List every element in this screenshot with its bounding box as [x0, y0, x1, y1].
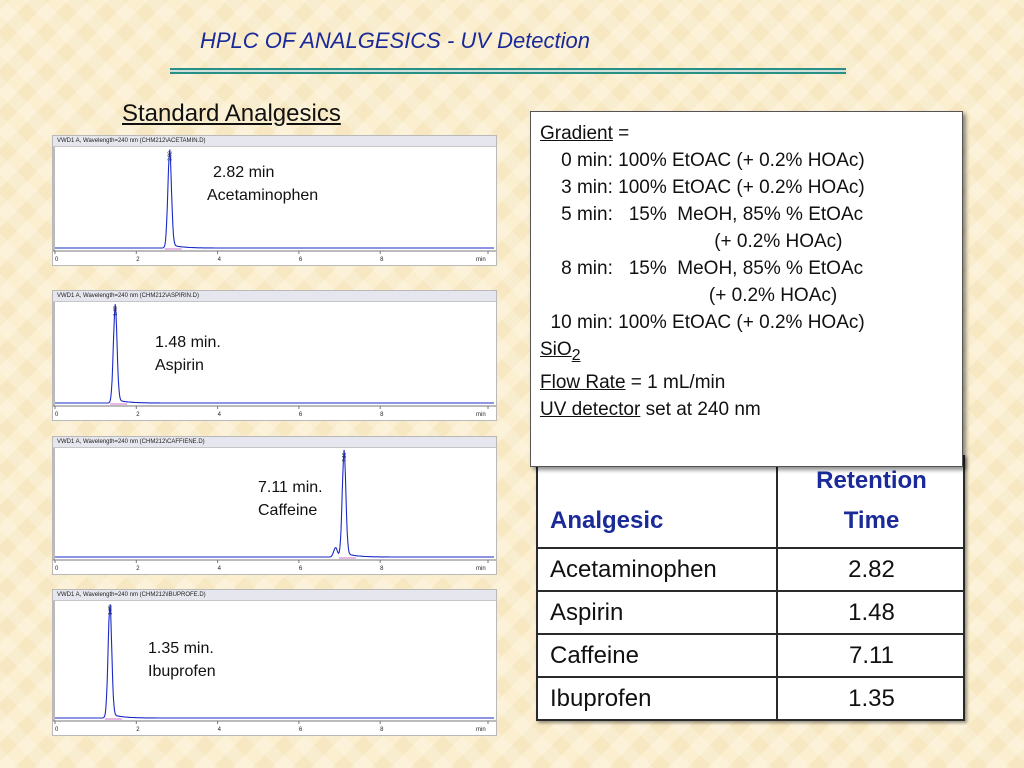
chromatogram-plot: 0 2 4 6 8 min 2.82	[53, 147, 496, 263]
flow-rate: Flow Rate = 1 mL/min	[540, 369, 962, 396]
x-tick-label: 8	[380, 257, 384, 263]
stationary-phase: SiO2	[540, 336, 962, 369]
x-tick-label: 0	[55, 412, 59, 418]
annotation-time: 2.82 min	[213, 164, 275, 181]
chromatogram-trace	[55, 304, 494, 404]
table-row: Ibuprofen 1.35	[536, 676, 965, 721]
x-tick-label: 6	[299, 412, 303, 418]
x-tick-label: 0	[55, 727, 59, 733]
chromatogram-plot: 0 2 4 6 8 min 7.11	[53, 448, 496, 572]
cell-analgesic: Aspirin	[536, 590, 778, 635]
x-tick-label: 0	[55, 257, 59, 263]
x-tick-label: 8	[380, 412, 384, 418]
chromatogram-plot: 0 2 4 6 8 min 1.35	[53, 601, 496, 733]
x-tick-label: 4	[218, 727, 222, 733]
x-tick-label: min	[476, 566, 486, 572]
uv-detector: UV detector set at 240 nm	[540, 396, 962, 423]
gradient-conditions-box: Gradient = 0 min: 100% EtOAC (+ 0.2% HOA…	[530, 111, 963, 467]
annotation-compound: Aspirin	[155, 357, 204, 374]
gradient-label: Gradient	[540, 123, 613, 144]
cell-retention-time: 7.11	[776, 633, 965, 678]
x-tick-label: 2	[136, 566, 140, 572]
peak-rt-label: 1.48	[113, 306, 119, 316]
chromatogram-trace	[55, 449, 494, 558]
x-tick-label: 4	[218, 412, 222, 418]
uv-detector-value: set at 240 nm	[640, 398, 761, 420]
table-row: Caffeine 7.11	[536, 633, 965, 678]
x-tick-label: 2	[136, 412, 140, 418]
x-tick-label: 6	[299, 727, 303, 733]
uv-detector-label: UV detector	[540, 398, 641, 420]
gradient-step: 8 min: 15% MeOH, 85% % EtOAc	[540, 258, 864, 279]
x-tick-label: min	[476, 257, 486, 263]
chromatogram-plot: 0 2 4 6 8 min 1.48	[53, 302, 496, 418]
x-tick-label: 6	[299, 257, 303, 263]
x-tick-label: 8	[380, 727, 384, 733]
chromatogram-trace	[55, 149, 494, 249]
table-row: Acetaminophen 2.82	[536, 547, 965, 592]
chromatogram-trace	[55, 604, 494, 719]
annotation-compound: Ibuprofen	[148, 663, 216, 680]
chromatogram-header: VWD1 A, Wavelength=240 nm (CHM212\CAFFIE…	[53, 437, 496, 448]
cell-retention-time: 1.35	[776, 676, 965, 721]
phase-main: SiO	[540, 339, 572, 360]
gradient-equals: =	[612, 123, 630, 144]
x-tick-label: 4	[218, 566, 222, 572]
x-tick-label: 0	[55, 566, 59, 572]
gradient-step: 10 min: 100% EtOAC (+ 0.2% HOAc)	[540, 312, 865, 333]
x-tick-label: 8	[380, 566, 384, 572]
title-underline	[170, 68, 846, 74]
annotation-time: 1.48 min.	[155, 334, 221, 351]
chromatogram-header: VWD1 A, Wavelength=240 nm (CHM212\ACETAM…	[53, 136, 496, 147]
annotation-compound: Caffeine	[258, 502, 318, 519]
gradient-step: 5 min: 15% MeOH, 85% % EtOAc	[540, 204, 864, 225]
annotation-compound: Acetaminophen	[207, 187, 319, 204]
chromatogram-aspirin: VWD1 A, Wavelength=240 nm (CHM212\ASPIRI…	[52, 290, 497, 421]
page-title: HPLC OF ANALGESICS - UV Detection	[200, 28, 591, 53]
table-row: Aspirin 1.48	[536, 590, 965, 635]
x-tick-label: 6	[299, 566, 303, 572]
header-analgesic: Analgesic	[536, 455, 778, 549]
annotation-time: 1.35 min.	[148, 640, 214, 657]
peak-rt-label: 1.35	[108, 605, 114, 615]
cell-retention-time: 2.82	[776, 547, 965, 592]
gradient-step: 3 min: 100% EtOAC (+ 0.2% HOAc)	[540, 177, 865, 198]
x-tick-label: min	[476, 412, 486, 418]
chromatogram-ibuprofen: VWD1 A, Wavelength=240 nm (CHM212\IBUPRO…	[52, 589, 497, 736]
x-tick-label: min	[476, 727, 486, 733]
section-title: Standard Analgesics	[122, 100, 341, 127]
x-tick-label: 2	[136, 257, 140, 263]
peak-rt-label: 7.11	[342, 452, 348, 462]
gradient-heading: Gradient =	[540, 120, 962, 147]
chromatogram-header: VWD1 A, Wavelength=240 nm (CHM212\ASPIRI…	[53, 291, 496, 302]
gradient-step: 0 min: 100% EtOAC (+ 0.2% HOAc)	[540, 150, 865, 171]
chromatogram-acetaminophen: VWD1 A, Wavelength=240 nm (CHM212\ACETAM…	[52, 135, 497, 266]
peak-annotation-aspirin: 1.48 min. Aspirin	[155, 331, 221, 377]
x-tick-label: 2	[136, 727, 140, 733]
peak-annotation-ibuprofen: 1.35 min. Ibuprofen	[148, 637, 216, 683]
cell-analgesic: Ibuprofen	[536, 676, 778, 721]
flow-rate-label: Flow Rate	[540, 371, 626, 393]
x-tick-label: 4	[218, 257, 222, 263]
peak-annotation-caffeine: 7.11 min. Caffeine	[258, 476, 323, 522]
table-header-row: Analgesic Retention Time	[536, 455, 965, 549]
peak-rt-label: 2.82	[168, 151, 174, 161]
header-retention-time: Retention Time	[776, 455, 965, 549]
chromatogram-caffeine: VWD1 A, Wavelength=240 nm (CHM212\CAFFIE…	[52, 436, 497, 575]
chromatogram-header: VWD1 A, Wavelength=240 nm (CHM212\IBUPRO…	[53, 590, 496, 601]
cell-retention-time: 1.48	[776, 590, 965, 635]
gradient-step: (+ 0.2% HOAc)	[540, 231, 843, 252]
flow-rate-value: = 1 mL/min	[625, 371, 726, 393]
retention-time-table: Analgesic Retention Time Acetaminophen 2…	[536, 455, 965, 721]
peak-annotation-acetaminophen: 2.82 min Acetaminophen	[207, 161, 318, 207]
annotation-time: 7.11 min.	[258, 479, 323, 496]
gradient-step: (+ 0.2% HOAc)	[540, 285, 838, 306]
phase-subscript: 2	[571, 346, 581, 364]
cell-analgesic: Caffeine	[536, 633, 778, 678]
cell-analgesic: Acetaminophen	[536, 547, 778, 592]
